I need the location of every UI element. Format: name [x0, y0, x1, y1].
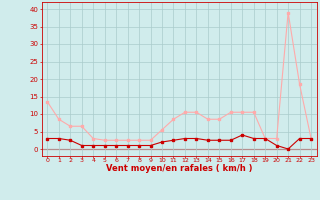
- X-axis label: Vent moyen/en rafales ( km/h ): Vent moyen/en rafales ( km/h ): [106, 164, 252, 173]
